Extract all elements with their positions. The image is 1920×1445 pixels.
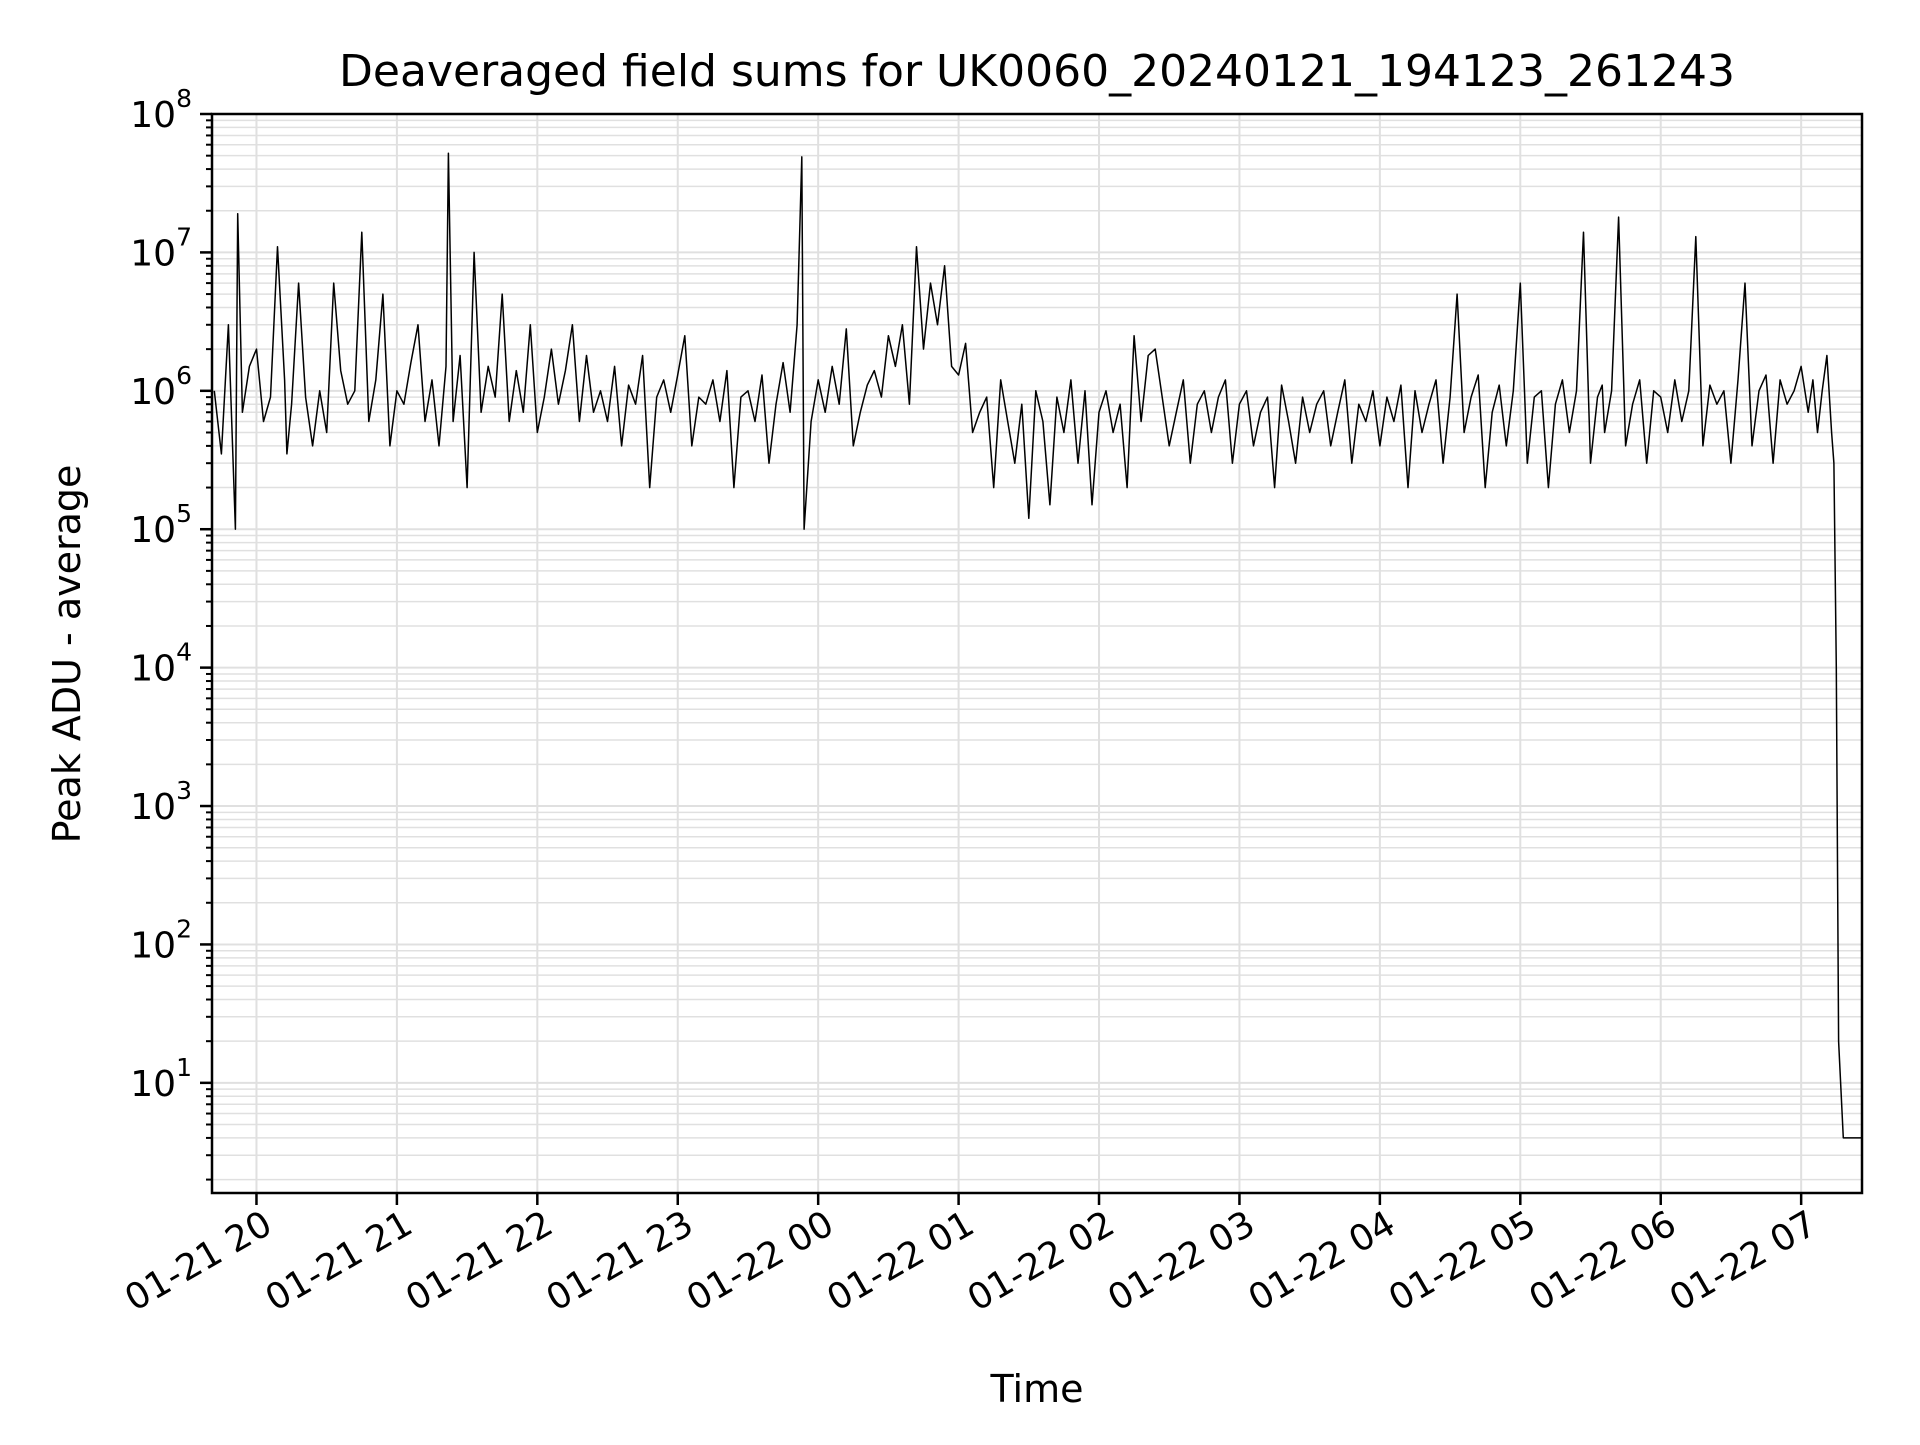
chart-title: Deaveraged field sums for UK0060_2024012… (339, 46, 1735, 97)
y-tick-label: 103 (130, 776, 192, 828)
grid-layer (212, 113, 1862, 1193)
plot-frame (210, 112, 1864, 1195)
y-tick-label: 104 (130, 638, 192, 690)
y-tick-label: 101 (130, 1053, 192, 1105)
y-tick-label: 105 (130, 499, 192, 551)
y-tick-label: 106 (130, 361, 192, 413)
y-tick-label: 108 (130, 84, 192, 136)
x-axis-label: Time (990, 1367, 1084, 1411)
y-tick-label: 102 (130, 914, 192, 966)
line-layer (213, 152, 1862, 1139)
y-tick-label: 107 (130, 222, 192, 274)
y-axis-label: Peak ADU - average (45, 465, 89, 844)
series-line-0 (213, 152, 1862, 1139)
tick-layer (200, 112, 1803, 1205)
